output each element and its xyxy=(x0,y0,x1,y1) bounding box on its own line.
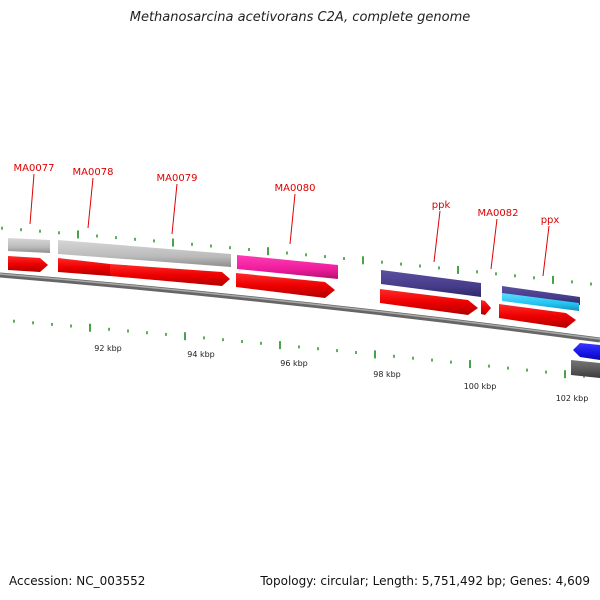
tick-row-bottom xyxy=(13,319,585,379)
cds-arrow-ma0077[interactable] xyxy=(8,256,48,272)
cds-arrow-ppx[interactable] xyxy=(499,304,576,328)
gene-label-ma0077[interactable]: MA0077 xyxy=(14,163,55,174)
gene-label-ppk[interactable]: ppk xyxy=(432,200,451,211)
cds-arrow-ma0082[interactable] xyxy=(481,300,491,315)
gene-label-group-ppx: ppx xyxy=(541,215,560,277)
cds-arrow-ppk[interactable] xyxy=(380,289,478,315)
cds-arrow-ma0078[interactable] xyxy=(58,258,110,276)
accession-text: Accession: NC_003552 xyxy=(9,574,146,588)
gene-bar-ma0077-annotation[interactable] xyxy=(8,238,50,253)
genome-backbone xyxy=(0,272,600,343)
genome-backbone-highlight xyxy=(0,273,600,340)
gene-bar-ppx-secondary[interactable] xyxy=(502,293,579,311)
gene-label-group-ma0078: MA0078 xyxy=(73,167,114,229)
gene-label-group-ma0080: MA0080 xyxy=(275,183,316,245)
cds-arrow-ma0079[interactable] xyxy=(110,264,230,286)
cds-arrow-ma0080[interactable] xyxy=(236,273,335,298)
scale-label: 102 kbp xyxy=(556,394,589,403)
genome-title: Methanosarcina acetivorans C2A, complete… xyxy=(129,10,471,25)
gene-bar-ppk-annotation[interactable] xyxy=(381,270,481,297)
gene-label-group-ma0079: MA0079 xyxy=(157,173,198,235)
genome-summary-text: Topology: circular; Length: 5,751,492 bp… xyxy=(260,574,590,588)
gene-label-ma0080[interactable]: MA0080 xyxy=(275,183,316,194)
gene-label-group-ppk: ppk xyxy=(432,200,451,263)
gene-label-ma0082[interactable]: MA0082 xyxy=(478,208,519,219)
scale-label: 94 kbp xyxy=(187,350,215,359)
scale-label: 92 kbp xyxy=(94,344,122,353)
scale-label: 96 kbp xyxy=(280,359,308,368)
gene-label-ppx[interactable]: ppx xyxy=(541,215,560,226)
gene-bar-ma0080-annotation[interactable] xyxy=(237,255,338,279)
gene-arrow-blue[interactable] xyxy=(573,343,600,360)
tick-row-top xyxy=(1,226,592,286)
scale-label: 98 kbp xyxy=(373,370,401,379)
gene-label-ma0078[interactable]: MA0078 xyxy=(73,167,114,178)
gene-label-group-ma0082: MA0082 xyxy=(478,208,519,270)
gene-label-ma0079[interactable]: MA0079 xyxy=(157,173,198,184)
gene-bar-ppx-annotation[interactable] xyxy=(502,286,580,305)
gene-bar-ma0078-0079-annotation[interactable] xyxy=(58,240,231,267)
scale-label: 100 kbp xyxy=(464,382,497,391)
scale-labels: 92 kbp 94 kbp 96 kbp 98 kbp 100 kbp 102 kbp xyxy=(94,344,588,403)
gene-bar-dark[interactable] xyxy=(571,360,600,378)
gene-label-group-ma0077: MA0077 xyxy=(14,163,55,225)
